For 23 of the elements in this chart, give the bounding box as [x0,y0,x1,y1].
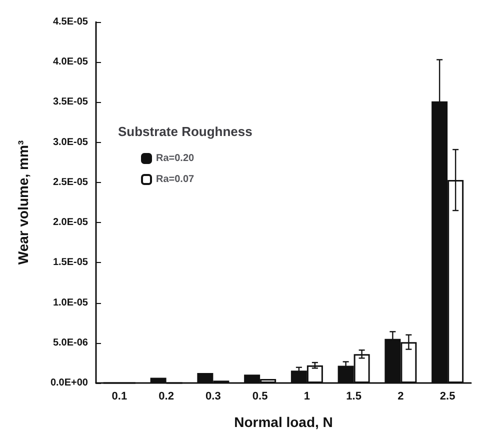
x-tick-label: 0.1 [112,390,128,402]
x-tick-label: 2 [398,390,404,402]
y-tick-label: 5.0E-06 [52,337,88,348]
y-tick-label: 3.0E-05 [52,136,88,148]
y-tick-label: 2.5E-05 [52,176,88,188]
x-tick-label: 0.3 [206,390,221,402]
y-tick-label: 1.5E-05 [52,257,88,268]
x-tick-label: 0.5 [252,390,268,402]
y-tick-label: 2.0E-05 [52,217,88,228]
legend-title: Substrate Roughness [118,124,252,139]
y-tick-label: 4.5E-05 [52,16,88,28]
x-tick-label: 1 [304,390,310,402]
x-tick-label: 0.2 [158,390,174,402]
x-tick-label: 2.5 [440,390,456,402]
y-tick-label: 3.5E-05 [52,96,88,108]
y-axis-title: Wear volume, mm³ [15,140,31,265]
legend-label: Ra=0.20 [156,153,195,164]
y-tick-label: 4.0E-05 [52,56,88,68]
y-tick-label: 0.0E+00 [50,378,88,388]
legend-label: Ra=0.07 [156,174,195,185]
x-axis-title: Normal load, N [234,414,333,430]
x-tick-label: 1.5 [346,390,362,402]
y-tick-label: 1.0E-05 [52,297,88,308]
